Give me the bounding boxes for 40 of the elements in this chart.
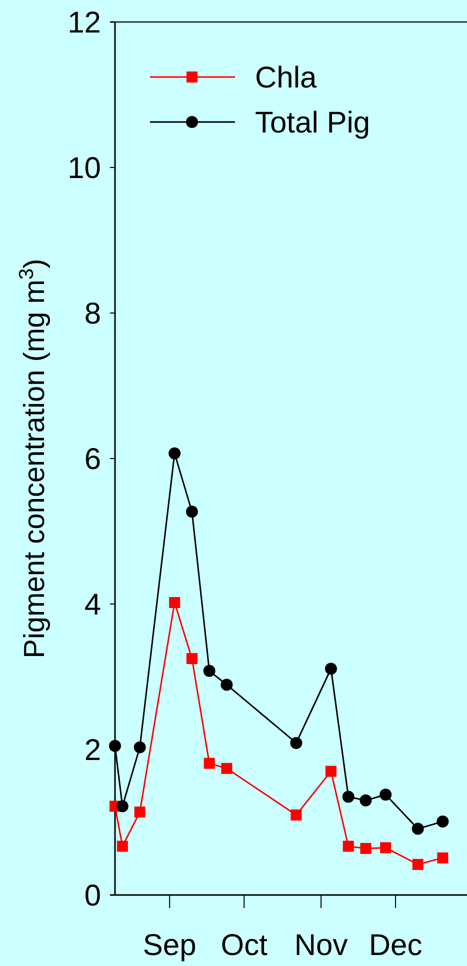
point (324, 662, 337, 675)
point (221, 762, 232, 774)
x-tick-label: Oct (220, 929, 268, 962)
point (412, 858, 424, 870)
point (186, 653, 198, 664)
point (134, 741, 146, 754)
y-tick-label: 2 (84, 734, 101, 767)
point (380, 788, 392, 801)
point (203, 664, 216, 677)
x-tick-label: Dec (368, 929, 422, 962)
point (412, 822, 424, 835)
point (116, 840, 128, 852)
legend-label: Total Pig (255, 106, 370, 140)
point (116, 800, 128, 812)
point (168, 447, 181, 460)
y-tick-label: 0 (84, 880, 101, 912)
legend-label: Chla (255, 62, 318, 94)
y-tick-label: 4 (84, 588, 101, 622)
y-tick-label: 12 (68, 6, 101, 40)
point (342, 790, 354, 803)
point (109, 740, 121, 752)
point (169, 597, 180, 608)
point (134, 806, 146, 818)
y-tick-label: 8 (84, 298, 101, 330)
x-tick-label: Nov (294, 929, 348, 962)
point (290, 809, 302, 820)
x-tick-label: Sep (142, 929, 196, 962)
point (290, 736, 302, 749)
point (360, 842, 372, 854)
point (220, 678, 233, 691)
point (325, 766, 336, 777)
point (380, 842, 392, 854)
y-tick-label: 6 (84, 443, 101, 476)
point (437, 852, 448, 864)
point (186, 506, 198, 518)
y-tick-label: 10 (68, 152, 101, 185)
point (342, 840, 354, 852)
point (204, 758, 215, 769)
point (436, 816, 449, 828)
point (360, 794, 372, 806)
